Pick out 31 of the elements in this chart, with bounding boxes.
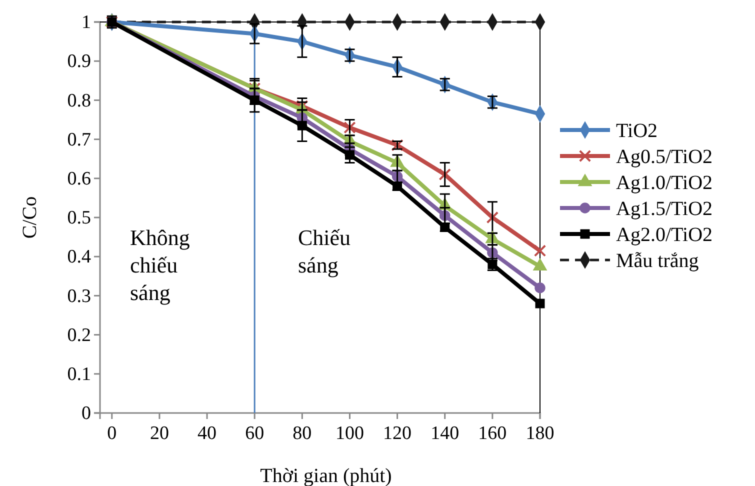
x-tick-label: 40 xyxy=(198,423,217,444)
legend-label: Ag2.0/TiO2 xyxy=(616,224,713,246)
legend-label: Ag1.5/TiO2 xyxy=(616,198,713,220)
y-tick-label: 0.6 xyxy=(67,168,91,190)
annotation: Không chiếu sáng xyxy=(130,225,190,305)
y-tick-label: 0.7 xyxy=(67,129,91,150)
legend-label: Ag0.5/TiO2 xyxy=(616,146,713,168)
x-axis-title: Thời gian (phút) xyxy=(260,465,392,486)
x-tick-label: 20 xyxy=(150,423,169,444)
y-tick-label: 0.8 xyxy=(67,90,91,112)
x-tick-label: 160 xyxy=(478,423,507,444)
y-tick-label: 1 xyxy=(82,12,91,34)
legend-label: TiO2 xyxy=(616,120,658,142)
annotation: Chiếu sáng xyxy=(298,225,351,278)
x-tick-label: 180 xyxy=(526,423,554,444)
x-tick-label: 80 xyxy=(292,423,312,444)
y-tick-label: 0 xyxy=(82,403,91,424)
y-tick-label: 0.9 xyxy=(67,51,91,72)
x-tick-label: 0 xyxy=(107,423,117,444)
legend-label: Ag1.0/TiO2 xyxy=(616,172,713,194)
x-tick-label: 60 xyxy=(245,423,264,444)
y-tick-label: 0.2 xyxy=(67,324,91,346)
y-tick-label: 0.5 xyxy=(67,208,91,229)
y-tick-label: 0.1 xyxy=(67,364,91,385)
y-tick-label: 0.4 xyxy=(67,246,92,268)
x-tick-label: 140 xyxy=(430,423,460,444)
legend-label: Mẫu trắng xyxy=(616,250,699,272)
y-tick-label: 0.3 xyxy=(67,286,91,307)
x-tick-label: 120 xyxy=(383,423,412,444)
x-tick-label: 100 xyxy=(335,423,364,444)
y-axis-title: C/Co xyxy=(19,196,41,239)
